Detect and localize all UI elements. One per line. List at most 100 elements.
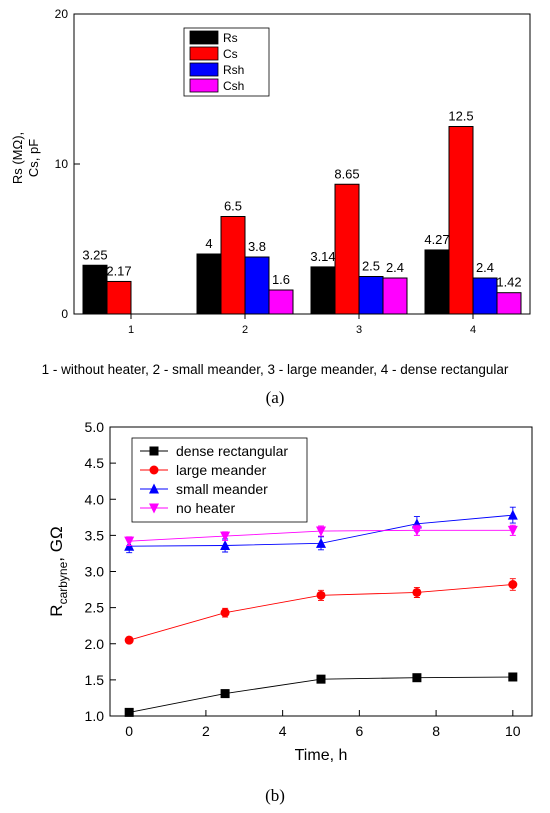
- data-label-rs-1: 3.25: [82, 247, 107, 262]
- bar-rs-3: [310, 266, 336, 315]
- point-no-heater: [124, 536, 135, 547]
- legend-label-csh: Csh: [223, 79, 244, 93]
- legend: Rs Cs Rsh Csh: [183, 27, 270, 97]
- x-tick-label: 4: [470, 324, 476, 336]
- point-no-heater: [411, 525, 422, 536]
- data-label-rs-4: 4.27: [424, 232, 449, 247]
- legend-label-rsh: Rsh: [223, 63, 244, 77]
- bar-csh-4: [496, 292, 522, 315]
- series-small-meander: [124, 506, 518, 554]
- x-tick-label: 10: [505, 723, 521, 739]
- y-tick-label: 1.0: [85, 708, 105, 724]
- bar-rs-1: [82, 264, 108, 315]
- x-tick-label: 2: [202, 723, 210, 739]
- x-tick-label: 6: [355, 723, 363, 739]
- legend-label-dense-rectangular: dense rectangular: [176, 443, 288, 459]
- bar-cs-3: [334, 183, 360, 315]
- legend-label-large-meander: large meander: [176, 462, 267, 478]
- data-label-rs-2: 4: [205, 236, 212, 251]
- bar-csh-2: [268, 289, 294, 315]
- bar-cs-4: [448, 126, 474, 315]
- series-dense-rectangular: [124, 672, 518, 717]
- y-tick-label: 3.0: [85, 564, 105, 580]
- point-small-meander: [316, 537, 326, 548]
- x-tick-label: 0: [125, 723, 133, 739]
- x-tick-label: 4: [279, 723, 287, 739]
- data-label-csh-4: 1.42: [496, 275, 521, 290]
- point-dense-rectangular: [220, 689, 230, 699]
- y-axis-label-subscript: carbyne: [56, 561, 70, 604]
- y-tick-label: 5.0: [85, 419, 105, 435]
- structure-legend-note: 1 - without heater, 2 - small meander, 3…: [41, 362, 509, 377]
- x-tick-label: 1: [128, 324, 134, 336]
- y-tick-label: 20: [55, 7, 69, 21]
- point-small-meander: [411, 518, 422, 529]
- bar-rsh-3: [358, 276, 384, 315]
- data-label-rs-3: 3.14: [310, 249, 335, 264]
- data-label-cs-4: 12.5: [448, 109, 473, 124]
- legend-swatch-csh: [189, 78, 219, 93]
- x-tick-label: 3: [356, 324, 362, 336]
- data-label-csh-3: 2.4: [386, 260, 404, 275]
- legend-marker-no-heater: [149, 503, 159, 514]
- point-dense-rectangular: [508, 672, 518, 682]
- legend-label-small-meander: small meander: [176, 481, 268, 497]
- point-dense-rectangular: [124, 707, 134, 717]
- y-tick-label: 1.5: [85, 672, 105, 688]
- legend-marker-dense-rectangular: [149, 446, 159, 456]
- caption-b: (b): [265, 786, 285, 805]
- bar-cs-2: [220, 216, 246, 315]
- point-dense-rectangular: [316, 674, 326, 684]
- legend-label-cs: Cs: [223, 47, 238, 61]
- legend: dense rectangular large meander small mean…: [131, 437, 308, 523]
- bar-chart: 3.25 4 3.14 4.27 2.17 6.5 8.65 12.5 3.8 2.5 2.4 1.6…: [10, 7, 531, 340]
- bar-csh-3: [382, 277, 408, 315]
- bar-cs-1: [106, 280, 132, 315]
- x-tick-label: 2: [242, 324, 248, 336]
- y-tick-label: 4.5: [85, 455, 105, 471]
- y-tick-label: 10: [55, 157, 69, 171]
- point-large-meander: [412, 587, 422, 597]
- series-large-meander: [124, 578, 518, 645]
- series-no-heater: [124, 524, 518, 547]
- legend-marker-large-meander: [149, 465, 159, 475]
- y-axis-label-line: Cs, pF: [26, 139, 41, 177]
- y-axis-label-line: Rs (MΩ),: [10, 132, 25, 184]
- data-label-cs-2: 6.5: [224, 199, 242, 214]
- bar-rs-2: [196, 253, 222, 315]
- legend-marker-small-meander: [149, 483, 159, 494]
- y-axis-label-main: R: [47, 604, 66, 616]
- point-large-meander: [220, 608, 230, 618]
- x-tick-label: 8: [432, 723, 440, 739]
- point-no-heater: [507, 525, 518, 536]
- y-tick-label: 4.0: [85, 491, 105, 507]
- data-label-rsh-2: 3.8: [248, 239, 266, 254]
- bar-rsh-2: [244, 256, 270, 315]
- y-tick-label: 2.5: [85, 600, 105, 616]
- legend-swatch-cs: [189, 46, 219, 61]
- bar-rsh-4: [472, 277, 498, 315]
- point-no-heater: [316, 526, 326, 537]
- caption-a: (a): [265, 388, 285, 407]
- data-label-cs-1: 2.17: [106, 263, 131, 278]
- point-no-heater: [220, 531, 231, 542]
- x-axis-label: Time, h: [295, 747, 348, 764]
- legend-swatch-rs: [189, 30, 219, 45]
- y-axis-label-unit: , GΩ: [47, 526, 66, 561]
- line-chart: 0 2 4 6 8 10 1.0 1.5 2.0 2.5 3.0 3.5 4.0 4.5 5.0 Time, …: [47, 419, 533, 764]
- y-tick-label: 0: [61, 307, 68, 321]
- y-tick-label: 3.5: [85, 527, 105, 543]
- point-large-meander: [316, 590, 326, 600]
- data-label-cs-3: 8.65: [334, 166, 359, 181]
- y-tick-label: 2.0: [85, 636, 105, 652]
- data-label-csh-2: 1.6: [272, 272, 290, 287]
- legend-label-rs: Rs: [223, 31, 238, 45]
- point-large-meander: [124, 635, 134, 645]
- x-axis-label: Type of test structure: [237, 339, 368, 340]
- data-label-rsh-3: 2.5: [362, 259, 380, 274]
- legend-label-no-heater: no heater: [176, 500, 235, 516]
- point-dense-rectangular: [412, 673, 422, 683]
- bar-rs-4: [424, 249, 450, 315]
- point-small-meander: [220, 539, 231, 550]
- data-label-rsh-4: 2.4: [476, 260, 494, 275]
